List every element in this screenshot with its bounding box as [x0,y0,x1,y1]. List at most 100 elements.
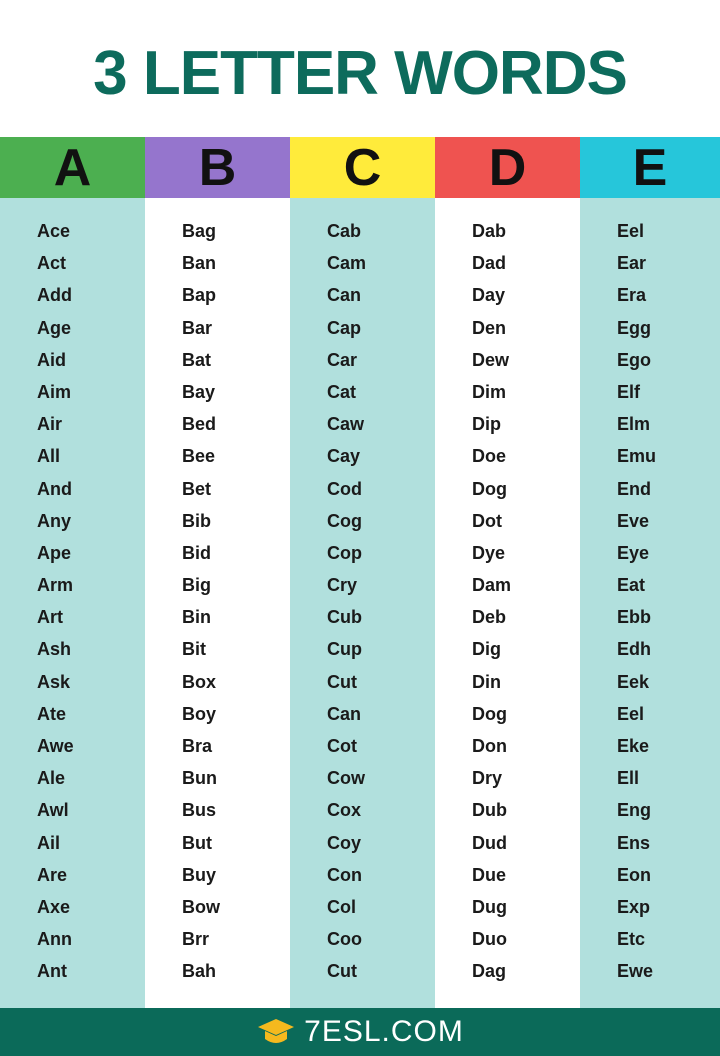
word-item: Any [37,510,72,531]
word-item: Cot [327,736,357,756]
word-item: And [37,478,72,499]
word-item: Eng [617,800,651,821]
word-item: Cox [327,800,362,821]
word-item: Doe [472,446,507,467]
logo-text: 7ESL.COM [304,1015,464,1048]
word-item: Eat [617,575,646,596]
word-item: Dim [472,381,507,402]
word-item: Egg [617,317,651,338]
word-item: Duo [472,929,507,950]
word-item: Coo [327,929,362,950]
word-item: Etc [617,929,646,950]
word-item: Are [37,864,68,885]
word-item: Dam [472,575,512,596]
word-item: Can [327,285,362,306]
word-item: Bow [182,896,220,917]
footer: 7ESL.COM [0,1008,720,1056]
word-item: Bin [182,607,211,628]
word-item: Bat [182,349,212,370]
word-item: Dog [472,703,507,724]
word-item: Cab [327,221,362,241]
word-item: Dug [472,896,507,917]
word-item: Din [472,671,501,692]
word-item: Ant [37,961,67,982]
word-list: Bag Ban Bap Bar Bat Bay Bed Bee Bet Bib Bid Big Bin B… [145,198,290,1008]
letter-columns: A Ace Act Add Age Aid Aim Air All And Any Ape Arm Art… [0,137,720,1008]
word-item: Ear [617,253,647,274]
word-item: Bar [182,317,213,338]
column-b: B Bag Ban Bap Bar Bat Bay Bed Bee Bet Bib Bid Big Bin… [145,137,290,1008]
word-item: Dud [472,832,507,853]
word-item: Dye [472,542,506,563]
word-item: Dry [472,768,503,789]
word-item: Don [472,736,507,756]
word-item: Age [37,317,72,338]
word-item: But [182,832,212,853]
word-item: Due [472,864,507,885]
word-item: Elf [617,381,641,402]
page-title: 3 LETTER WORDS [93,39,628,108]
word-item: Bag [182,221,217,241]
word-item: Boy [182,703,217,724]
word-item: Cut [327,961,357,982]
word-item: Awe [37,736,74,756]
word-item: Bra [182,736,213,756]
word-item: Ale [37,768,66,789]
word-item: Cut [327,671,357,692]
word-item: Awl [37,800,69,821]
word-item: Ego [617,349,651,370]
word-item: Dub [472,800,507,821]
word-item: Con [327,864,362,885]
word-item: Bid [182,542,211,563]
word-item: Bet [182,478,212,499]
word-item: Eve [617,510,650,531]
word-item: Ann [37,929,72,950]
word-list: Cab Cam Can Cap Car Cat Caw Cay Cod Cog Cop Cry Cub C… [290,198,435,1008]
graduation-cap-icon [258,1019,295,1043]
word-item: Ewe [617,961,654,982]
word-item: Cry [327,575,358,596]
word-item: Brr [182,929,210,950]
word-item: Ash [37,639,72,660]
word-item: Cap [327,317,362,338]
word-item: Dig [472,639,501,660]
word-item: Ebb [617,607,651,628]
column-header: A [0,137,145,198]
word-item: Cod [327,478,362,499]
word-item: Edh [617,639,651,660]
column-header: D [435,137,580,198]
word-item: Ens [617,832,651,853]
word-item: Bus [182,800,217,821]
column-d: D Dab Dad Day Den Dew Dim Dip Doe Dog Dot Dye Dam Deb… [435,137,580,1008]
word-item: Bee [182,446,216,467]
word-item: Cam [327,253,367,274]
word-item: Cay [327,446,361,467]
word-item: Eel [617,703,645,724]
word-item: Cub [327,607,362,628]
word-item: Ell [617,768,640,789]
word-item: Dip [472,414,501,435]
word-item: Arm [37,575,74,596]
column-header: C [290,137,435,198]
word-item: Day [472,285,506,306]
word-item: Eon [617,864,651,885]
word-item: Col [327,896,356,917]
word-item: All [37,446,61,467]
word-item: Can [327,703,362,724]
word-item: Buy [182,864,217,885]
column-header: E [580,137,720,198]
word-item: Emu [617,446,657,467]
column-e: E Eel Ear Era Egg Ego Elf Elm Emu End Eve Eye Eat Ebb… [580,137,720,1008]
column-c: C Cab Cam Can Cap Car Cat Caw Cay Cod Cog Cop Cry Cub… [290,137,435,1008]
word-item: Art [37,607,63,628]
column-header: B [145,137,290,198]
word-item: Exp [617,896,651,917]
word-item: Eye [617,542,650,563]
word-item: Add [37,285,72,306]
word-item: Axe [37,896,71,917]
word-item: Caw [327,414,365,435]
word-item: Deb [472,607,507,628]
word-item: Aim [37,381,72,402]
word-item: Box [182,671,217,692]
word-item: Dot [472,510,502,531]
